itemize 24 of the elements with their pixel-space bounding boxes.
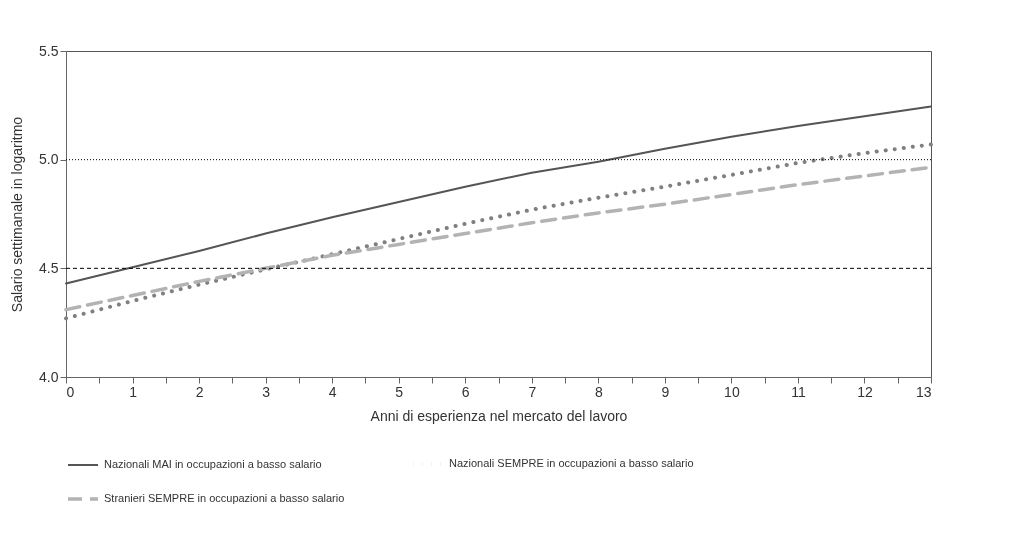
y-axis-title: Salario settimanale in logaritmo: [9, 116, 26, 313]
y-tick-label: 4.0: [39, 368, 59, 385]
x-tick-label: 9: [661, 383, 670, 400]
x-tick-label: 12: [857, 383, 873, 400]
x-tick-label: 4: [328, 383, 337, 400]
x-tick-label: 8: [594, 383, 603, 400]
x-tick-label: 6: [461, 383, 470, 400]
legend-label: Stranieri SEMPRE in occupazioni a basso salario: [104, 492, 345, 504]
x-tick-label: 11: [791, 383, 806, 400]
x-tick-label: 1: [129, 383, 138, 400]
y-tick-label: 5.0: [39, 151, 59, 168]
line-series: [64, 142, 933, 321]
legend-label: Nazionali SEMPRE in occupazioni a basso salario: [449, 457, 694, 469]
x-tick-label: 5: [395, 383, 404, 400]
x-tick-label: 13: [915, 383, 932, 400]
y-tick-label: 4.5: [39, 259, 59, 276]
x-tick-label: 2: [195, 383, 204, 400]
x-tick-label: 3: [262, 383, 271, 400]
y-tick-label: 5.5: [39, 42, 59, 59]
x-tick-label: 10: [724, 383, 740, 400]
x-tick-label: 0: [66, 383, 75, 400]
legend-label: Nazionali MAI in occupazioni a basso salario: [104, 458, 322, 470]
x-tick-label: 7: [528, 383, 537, 400]
x-axis-title: Anni di esperienza nel mercato del lavoro: [370, 407, 628, 424]
